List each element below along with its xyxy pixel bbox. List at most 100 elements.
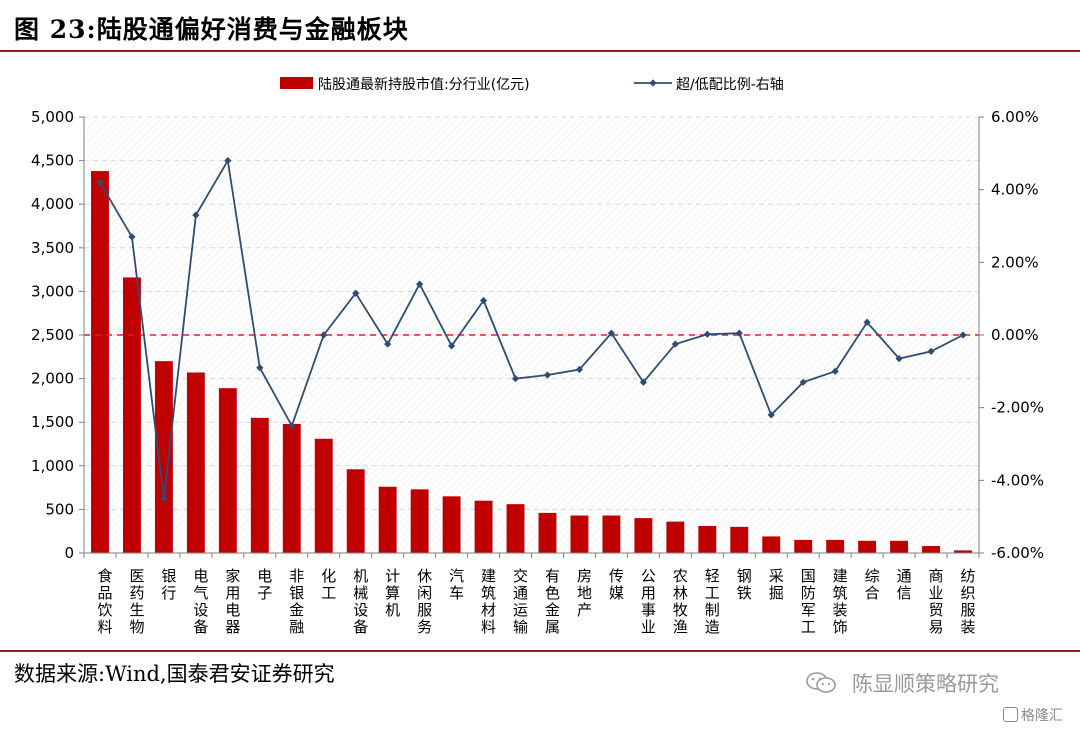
footer-rule	[0, 650, 1080, 652]
line-point-16	[607, 329, 616, 337]
bar-19	[698, 525, 717, 553]
bar-8	[346, 469, 365, 553]
series-line	[99, 157, 964, 499]
line-series	[96, 157, 967, 503]
line-point-12	[479, 296, 488, 305]
bar-7	[314, 438, 333, 553]
bar-10	[410, 489, 429, 553]
y-left-label-6: 3,000	[31, 282, 74, 300]
bar-21	[762, 536, 781, 553]
x-label-8: 机械设备	[353, 567, 368, 636]
bar-13	[506, 504, 525, 553]
y-left-label-0: 0	[64, 544, 74, 562]
x-label-3: 电气设备	[193, 567, 208, 636]
bar-3	[186, 372, 205, 553]
x-label-6: 非银金融	[289, 567, 304, 636]
x-label-19: 轻工制造	[705, 567, 720, 636]
line-point-0	[96, 178, 104, 186]
wechat-icon	[806, 672, 836, 693]
y-right-label-1: -4.00%	[991, 471, 1044, 489]
bar-25	[890, 540, 909, 553]
x-label-14: 有色金属	[545, 567, 560, 636]
line-point-25	[895, 355, 903, 363]
legend-line-label: 超/低配比例-右轴	[676, 77, 784, 93]
x-label-26: 商业贸易	[929, 567, 944, 636]
bar-6	[282, 423, 301, 553]
x-label-2: 银行	[161, 567, 176, 602]
y-left-tick-labels: 0 500 1,000 1,500 2,000 2,500 3,000 3,500 4,000 4…	[31, 108, 74, 562]
x-label-12: 建筑材料	[481, 567, 496, 636]
chart: 0 500 1,000 1,500 2,000 2,500 3,000 3,500 4,000 4…	[31, 76, 1044, 636]
line-point-3	[192, 211, 200, 219]
x-label-9: 计算机	[385, 567, 400, 619]
bar-26	[922, 546, 941, 553]
y-left-label-4: 2,000	[31, 370, 74, 388]
line-point-19	[703, 330, 711, 338]
watermark-secondary-text: 格隆汇	[1021, 708, 1063, 724]
x-label-17: 公用事业	[641, 567, 656, 636]
y-left-label-7: 3,500	[31, 239, 74, 257]
y-right-tick-labels: -6.00% -4.00% -2.00% 0.00% 2.00% 4.00% 6.00%	[991, 108, 1044, 562]
x-label-24: 综合	[865, 567, 880, 602]
line-point-23	[831, 367, 839, 375]
bar-5	[250, 417, 269, 553]
watermark: 陈显顺策略研究	[806, 668, 999, 698]
bar-22	[794, 539, 813, 553]
x-label-5: 电子	[257, 567, 272, 602]
bar-1	[122, 277, 141, 553]
line-point-15	[575, 365, 584, 374]
x-label-18: 农林牧渔	[673, 567, 688, 636]
line-point-20	[735, 329, 743, 337]
y-left-label-3: 1,500	[31, 413, 74, 431]
legend-bar-swatch	[280, 77, 313, 89]
y-right-label-5: 4.00%	[991, 181, 1039, 199]
x-label-21: 采掘	[769, 567, 784, 602]
gelonghui-logo-icon	[1003, 707, 1018, 722]
bar-14	[538, 512, 557, 553]
bar-24	[858, 540, 877, 553]
line-point-13	[511, 375, 520, 383]
bar-23	[826, 539, 845, 553]
bar-4	[218, 388, 237, 553]
x-label-27: 纺织服装	[961, 567, 976, 636]
y-right-label-4: 2.00%	[991, 253, 1039, 271]
bar-17	[634, 518, 653, 553]
line-point-21	[767, 411, 775, 419]
x-label-10: 休闲服务	[417, 567, 432, 636]
line-point-6	[288, 422, 296, 430]
legend-bar-label: 陆股通最新持股市值:分行业(亿元)	[318, 76, 530, 93]
bar-18	[666, 521, 685, 553]
x-label-1: 医药生物	[129, 567, 144, 636]
line-point-14	[543, 371, 552, 379]
x-tick-labels: 食品饮料 医药生物 银行 电气设备 家用电器 电子 非银金融 化工 机械设备 计算机 休闲服务 汽车建…	[97, 567, 975, 636]
line-point-22	[799, 378, 807, 386]
y-left-label-5: 2,500	[31, 326, 74, 344]
x-label-4: 家用电器	[225, 567, 240, 636]
x-label-11: 汽车	[449, 567, 464, 602]
line-point-1	[128, 233, 136, 241]
line-point-11	[447, 342, 456, 350]
line-point-8	[352, 289, 360, 297]
line-point-18	[671, 340, 679, 348]
line-point-5	[256, 364, 264, 372]
legend-line-marker	[649, 79, 657, 87]
y-left-label-9: 4,500	[31, 152, 74, 170]
bar-12	[474, 500, 493, 553]
figure-title: 图 23:陆股通偏好消费与金融板块	[14, 15, 409, 44]
line-point-9	[384, 340, 392, 348]
line-point-17	[639, 378, 647, 386]
y-right-label-6: 6.00%	[991, 108, 1039, 126]
line-point-26	[927, 347, 935, 355]
x-label-0: 食品饮料	[97, 567, 112, 636]
axes	[79, 116, 984, 558]
x-label-7: 化工	[321, 567, 336, 602]
x-label-22: 国防军工	[801, 567, 816, 636]
legend: 陆股通最新持股市值:分行业(亿元) 超/低配比例-右轴	[280, 76, 784, 93]
line-point-2	[160, 494, 168, 503]
bar-2	[154, 361, 173, 553]
y-right-label-0: -6.00%	[991, 544, 1044, 562]
y-left-label-1: 500	[45, 500, 74, 518]
line-point-7	[320, 331, 328, 339]
y-left-label-8: 4,000	[31, 195, 74, 213]
bar-15	[570, 515, 589, 553]
